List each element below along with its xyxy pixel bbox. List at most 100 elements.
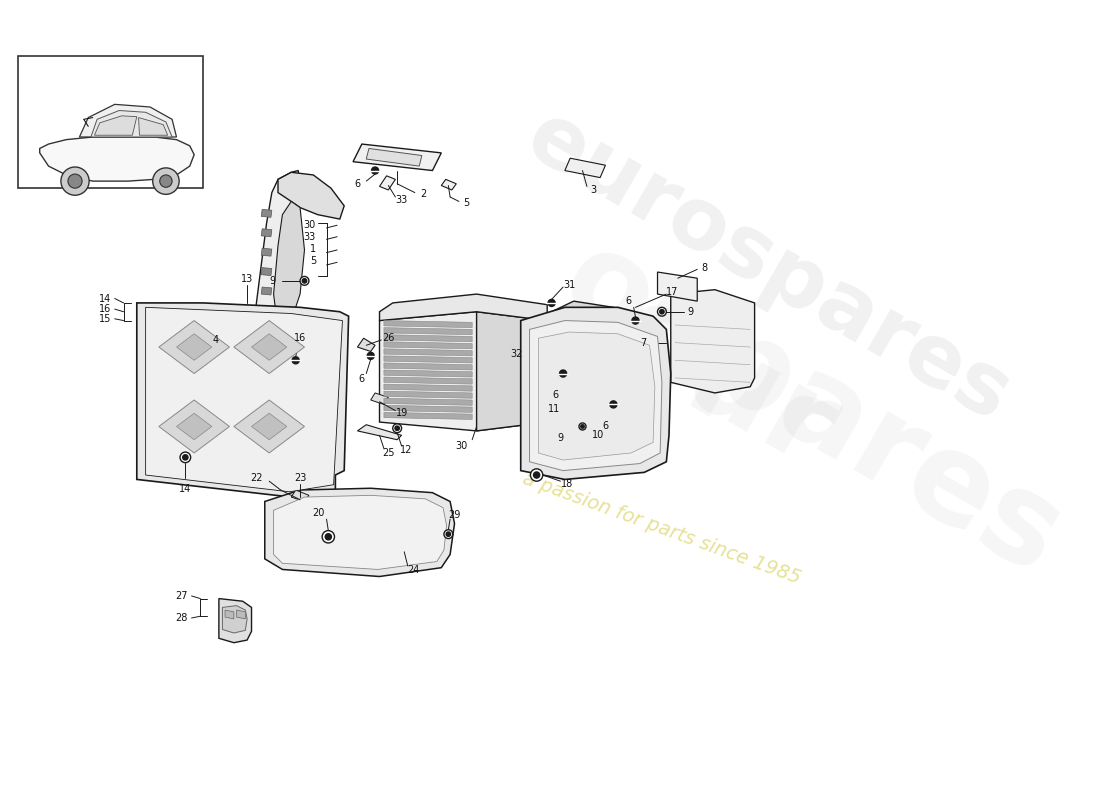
Circle shape — [183, 454, 188, 460]
Text: 6: 6 — [626, 296, 631, 306]
Polygon shape — [366, 149, 422, 166]
Text: 7: 7 — [640, 338, 646, 348]
Text: 8: 8 — [701, 262, 707, 273]
Polygon shape — [384, 328, 472, 334]
Polygon shape — [379, 176, 395, 190]
Text: 19: 19 — [396, 408, 408, 418]
Circle shape — [293, 357, 299, 364]
Polygon shape — [353, 144, 441, 170]
Text: 6: 6 — [359, 374, 364, 384]
Text: 3: 3 — [590, 185, 596, 195]
Polygon shape — [579, 393, 598, 414]
Circle shape — [658, 307, 667, 316]
Polygon shape — [145, 307, 342, 492]
Polygon shape — [556, 367, 609, 374]
Text: 22: 22 — [251, 473, 263, 482]
Polygon shape — [358, 338, 375, 351]
Text: 6: 6 — [354, 178, 360, 189]
Polygon shape — [556, 350, 609, 357]
Text: 30: 30 — [455, 441, 468, 451]
Text: 9: 9 — [557, 433, 563, 443]
Polygon shape — [556, 385, 609, 392]
Text: 2: 2 — [420, 190, 427, 199]
Polygon shape — [176, 414, 212, 440]
Polygon shape — [252, 414, 287, 440]
Polygon shape — [252, 334, 287, 360]
Text: a passion for parts since 1985: a passion for parts since 1985 — [520, 469, 803, 587]
Polygon shape — [658, 272, 697, 301]
Polygon shape — [556, 341, 609, 348]
Polygon shape — [265, 488, 454, 577]
Circle shape — [153, 168, 179, 194]
Circle shape — [393, 424, 402, 433]
Polygon shape — [384, 342, 472, 349]
Text: 10: 10 — [592, 430, 605, 440]
Text: 15: 15 — [99, 314, 111, 324]
Polygon shape — [261, 229, 272, 237]
Polygon shape — [379, 312, 547, 431]
Polygon shape — [254, 170, 300, 340]
Polygon shape — [384, 370, 472, 377]
Polygon shape — [292, 490, 309, 502]
Text: 9: 9 — [688, 306, 693, 317]
Text: 14: 14 — [99, 294, 111, 303]
Ellipse shape — [41, 158, 51, 166]
Circle shape — [326, 534, 331, 540]
Text: 28: 28 — [176, 613, 188, 623]
Circle shape — [367, 352, 374, 359]
Circle shape — [300, 277, 309, 286]
Text: 33: 33 — [395, 194, 408, 205]
Text: 5: 5 — [310, 257, 316, 266]
Circle shape — [60, 167, 89, 195]
Text: 6: 6 — [603, 421, 609, 430]
Polygon shape — [219, 598, 252, 642]
Circle shape — [581, 425, 584, 428]
Text: 16: 16 — [99, 304, 111, 314]
Polygon shape — [671, 290, 755, 393]
Polygon shape — [564, 158, 605, 178]
Text: 13: 13 — [241, 274, 253, 284]
Polygon shape — [261, 268, 272, 275]
Circle shape — [530, 469, 542, 481]
Polygon shape — [158, 321, 230, 374]
Polygon shape — [261, 306, 272, 314]
Polygon shape — [79, 104, 176, 137]
Polygon shape — [384, 334, 472, 342]
Text: 24: 24 — [407, 566, 419, 575]
Polygon shape — [358, 425, 402, 440]
Polygon shape — [384, 349, 472, 356]
Text: 27: 27 — [176, 591, 188, 601]
Polygon shape — [529, 321, 662, 470]
Polygon shape — [274, 202, 305, 330]
Text: 5: 5 — [463, 198, 469, 208]
Text: 9: 9 — [270, 276, 275, 286]
Circle shape — [609, 401, 617, 408]
Polygon shape — [91, 110, 172, 137]
Text: 33: 33 — [304, 232, 316, 242]
Polygon shape — [274, 495, 447, 570]
Polygon shape — [222, 606, 248, 633]
Circle shape — [560, 370, 566, 377]
Text: 31: 31 — [563, 280, 575, 290]
Polygon shape — [384, 406, 472, 412]
Polygon shape — [158, 400, 230, 453]
Polygon shape — [18, 56, 203, 188]
Polygon shape — [139, 118, 167, 135]
Polygon shape — [95, 116, 136, 135]
Polygon shape — [371, 393, 388, 405]
Polygon shape — [278, 172, 344, 219]
Polygon shape — [40, 137, 195, 181]
Text: 12: 12 — [399, 446, 412, 455]
Circle shape — [631, 317, 639, 324]
Text: 26: 26 — [382, 334, 395, 343]
Polygon shape — [556, 394, 609, 401]
Text: 30: 30 — [304, 220, 316, 230]
Circle shape — [444, 530, 453, 538]
Polygon shape — [261, 248, 272, 256]
Polygon shape — [384, 391, 472, 398]
Polygon shape — [476, 312, 547, 431]
Polygon shape — [441, 179, 456, 190]
Polygon shape — [136, 303, 349, 497]
Polygon shape — [261, 210, 272, 218]
Circle shape — [579, 423, 586, 430]
